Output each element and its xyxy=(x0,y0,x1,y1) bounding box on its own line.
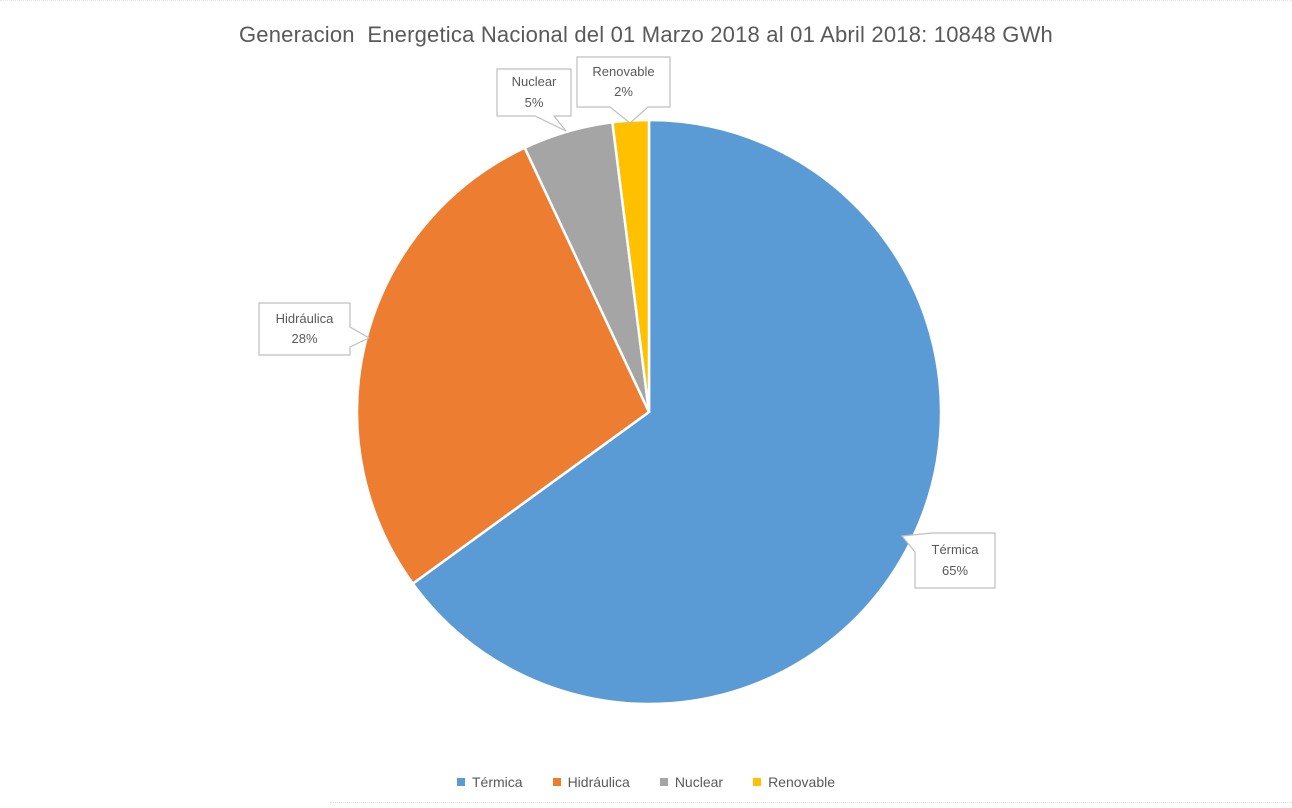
chart-title: Generacion Energetica Nacional del 01 Ma… xyxy=(238,22,1053,47)
legend-label-hidraulica: Hidráulica xyxy=(567,774,630,790)
legend-label-renovable: Renovable xyxy=(768,774,835,790)
legend-item-termica: Térmica xyxy=(457,774,523,790)
legend-marker-nuclear xyxy=(659,778,668,786)
legend-marker-termica xyxy=(457,778,465,786)
bottom-edge-divider xyxy=(330,802,1292,803)
legend-item-renovable: Renovable xyxy=(753,774,835,790)
top-edge-divider xyxy=(0,0,1292,1)
legend-item-nuclear: Nuclear xyxy=(659,774,724,790)
legend-label-nuclear: Nuclear xyxy=(674,774,724,790)
legend: Térmica Hidráulica Nuclear Renovable xyxy=(0,774,1292,790)
legend-marker-hidraulica xyxy=(552,778,561,786)
legend-label-termica: Térmica xyxy=(472,774,523,790)
callout-bubble-renovable xyxy=(576,56,671,124)
callout-bubble-termica xyxy=(900,532,996,589)
legend-marker-renovable xyxy=(753,778,762,786)
callout-bubble-nuclear xyxy=(496,68,572,132)
callout-bubble-hidraulica xyxy=(258,302,371,356)
legend-item-hidraulica: Hidráulica xyxy=(552,774,630,790)
